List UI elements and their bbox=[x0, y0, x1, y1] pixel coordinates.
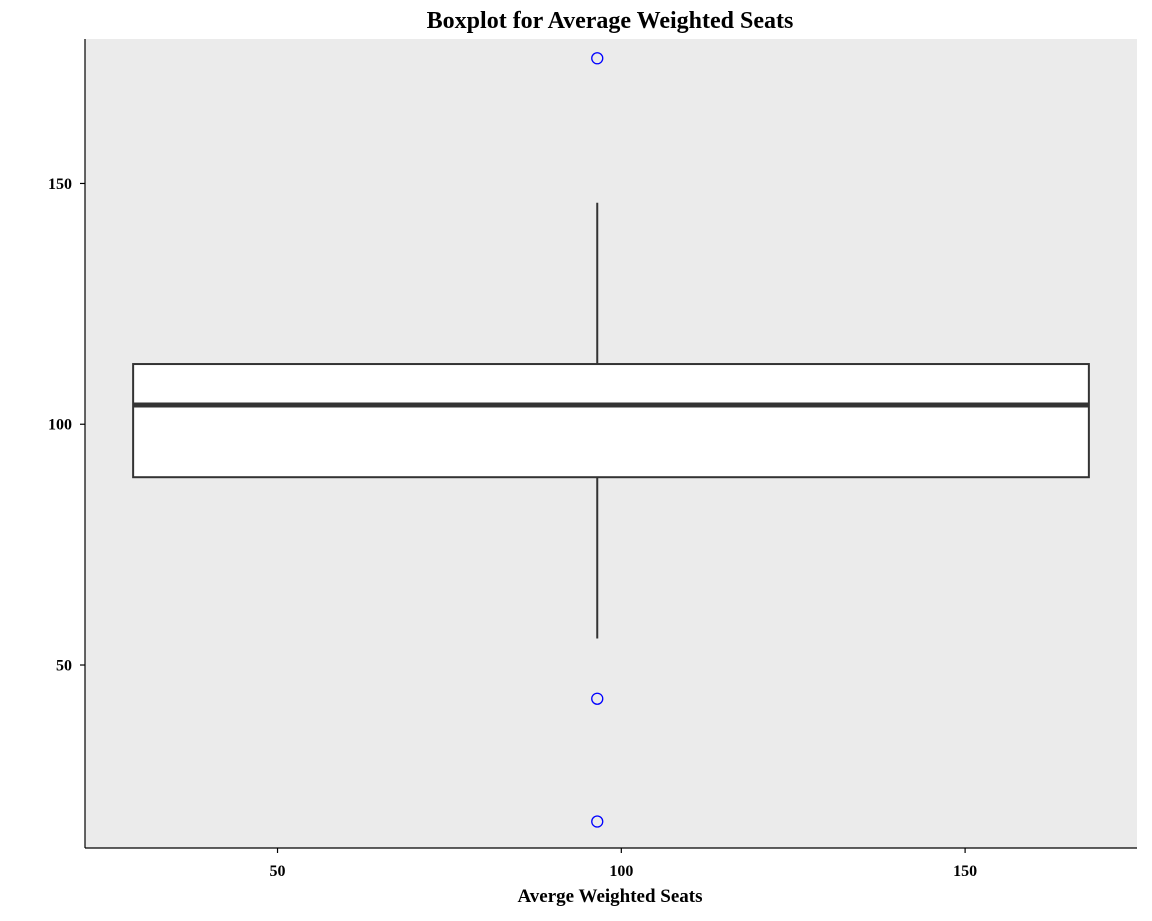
x-axis-label: Averge Weighted Seats bbox=[517, 886, 702, 907]
y-tick-label: 100 bbox=[48, 417, 72, 434]
x-tick-label: 150 bbox=[953, 863, 977, 880]
box-group bbox=[132, 202, 1090, 639]
x-tick-label: 100 bbox=[609, 863, 633, 880]
axis-ticks: 50 100 150 50 100 150 bbox=[48, 176, 977, 880]
outlier-point bbox=[591, 815, 604, 828]
x-tick-label: 50 bbox=[270, 863, 286, 880]
y-tick-label: 150 bbox=[48, 176, 72, 193]
box-iqr bbox=[132, 363, 1090, 479]
outliers-group bbox=[591, 52, 604, 828]
outlier-point bbox=[591, 692, 604, 705]
chart-title: Boxplot for Average Weighted Seats bbox=[427, 8, 794, 34]
y-tick-label: 50 bbox=[56, 658, 72, 675]
outlier-point bbox=[591, 52, 604, 65]
